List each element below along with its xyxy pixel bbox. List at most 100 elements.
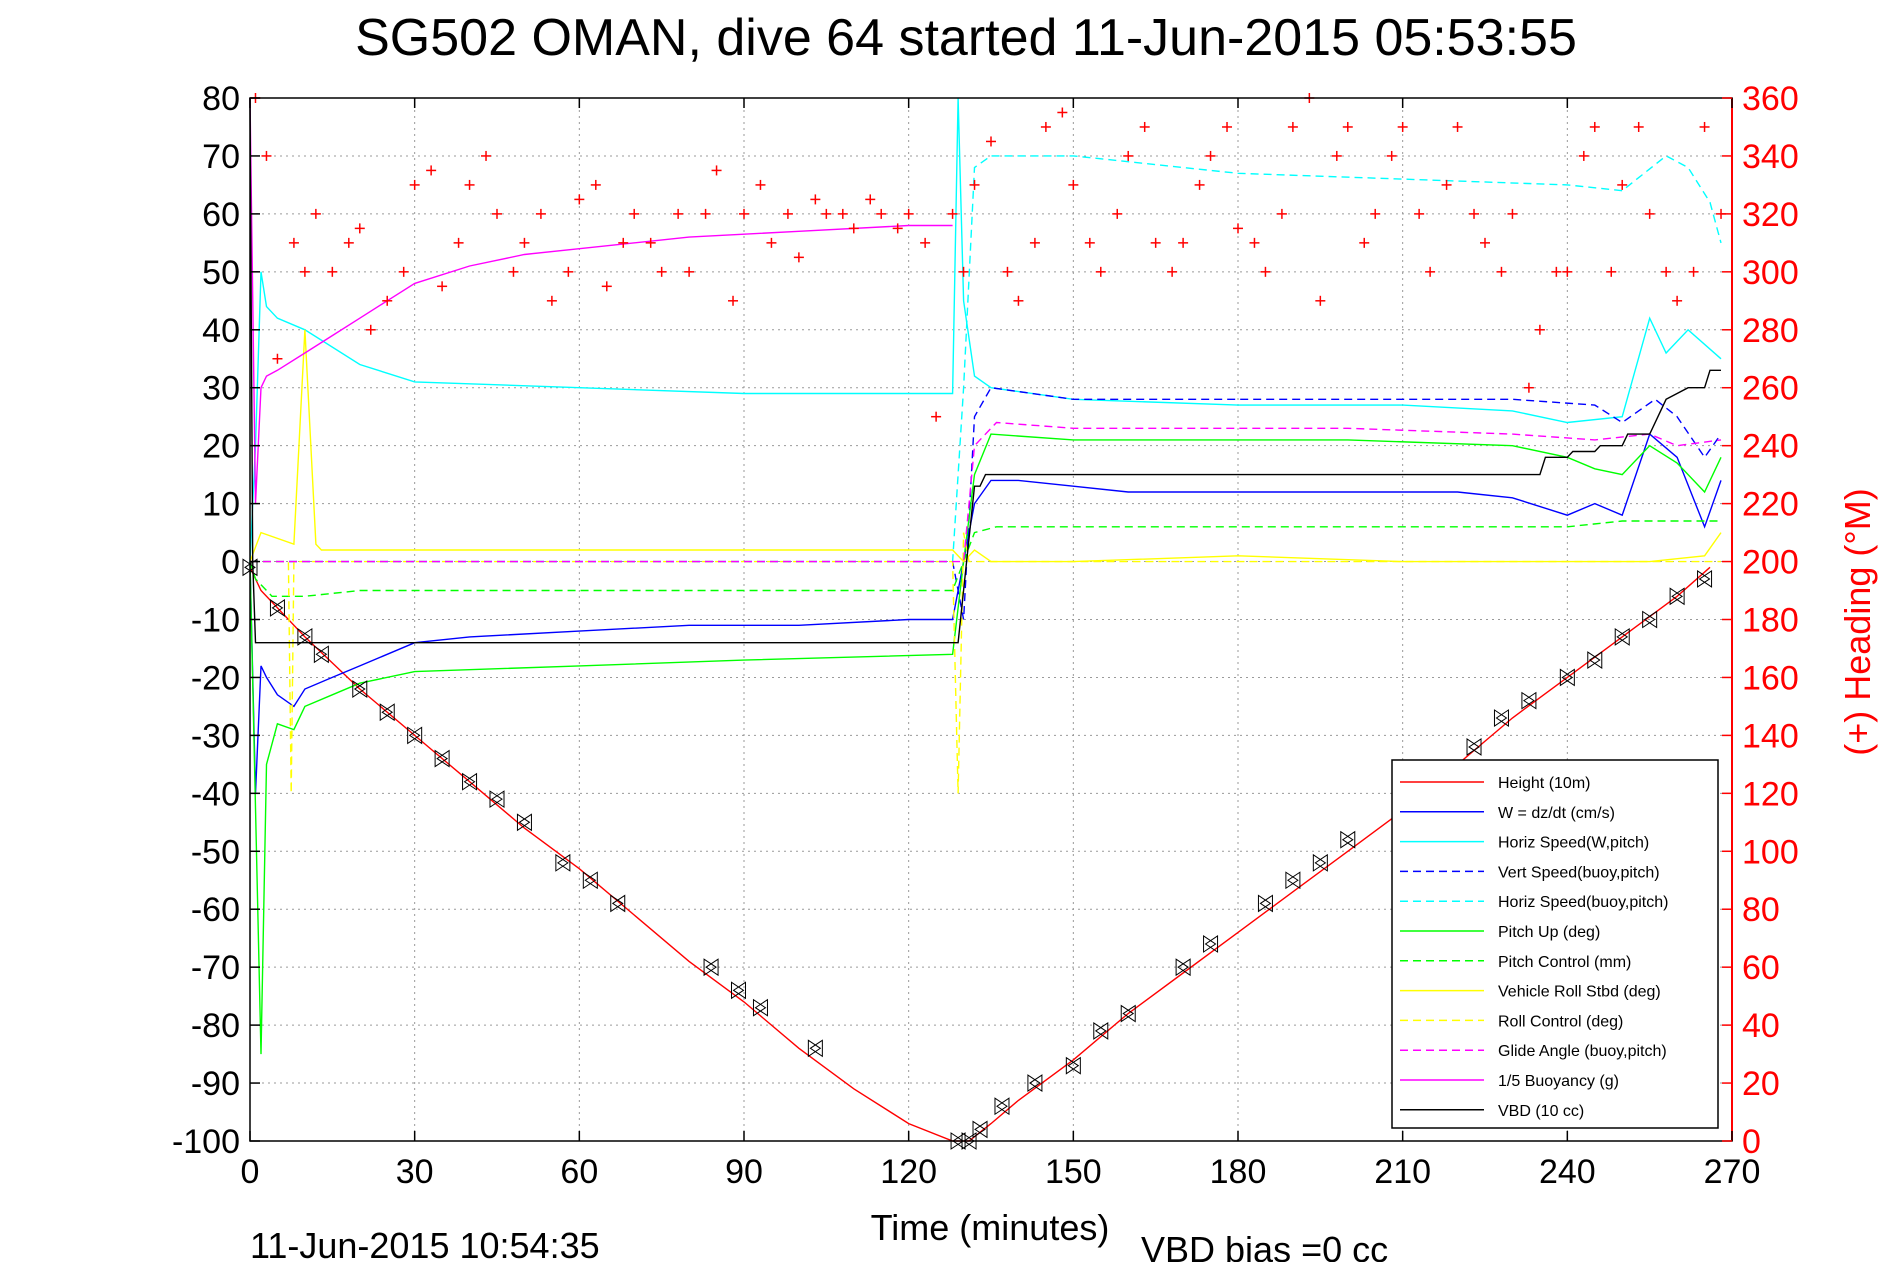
depth-marker bbox=[1559, 668, 1575, 687]
right-axis-label: (+) Heading (°M) bbox=[1837, 488, 1878, 755]
legend-label: Horiz Speed(buoy,pitch) bbox=[1498, 894, 1668, 911]
heading-mark bbox=[1633, 121, 1644, 132]
depth-marker bbox=[807, 1039, 823, 1058]
heading-mark bbox=[343, 237, 354, 248]
right-tick-label: 260 bbox=[1742, 370, 1799, 408]
heading-mark bbox=[1150, 237, 1161, 248]
heading-mark bbox=[1095, 266, 1106, 277]
heading-mark bbox=[1672, 295, 1683, 306]
legend-label: Pitch Control (mm) bbox=[1498, 954, 1631, 971]
depth-marker bbox=[1093, 1021, 1109, 1040]
heading-mark bbox=[969, 179, 980, 190]
heading-mark bbox=[1617, 179, 1628, 190]
heading-mark bbox=[1167, 266, 1178, 277]
heading-mark bbox=[519, 237, 530, 248]
heading-mark bbox=[1249, 237, 1260, 248]
heading-mark bbox=[365, 324, 376, 335]
heading-mark bbox=[700, 208, 711, 219]
heading-mark bbox=[920, 237, 931, 248]
heading-mark bbox=[1040, 121, 1051, 132]
y-tick-label: 0 bbox=[221, 544, 240, 582]
depth-marker bbox=[489, 790, 505, 809]
heading-mark bbox=[876, 208, 887, 219]
right-tick-label: 200 bbox=[1742, 544, 1799, 582]
heading-mark bbox=[958, 266, 969, 277]
heading-mark bbox=[1551, 266, 1562, 277]
depth-marker bbox=[269, 598, 285, 617]
heading-mark bbox=[426, 165, 437, 176]
right-tick-label: 180 bbox=[1742, 602, 1799, 640]
series-line-3 bbox=[250, 386, 1722, 620]
heading-mark bbox=[1002, 266, 1013, 277]
heading-mark bbox=[865, 194, 876, 205]
heading-mark bbox=[1370, 208, 1381, 219]
depth-marker bbox=[1340, 830, 1356, 849]
series-group bbox=[249, 97, 1722, 1142]
y-tick-label: -80 bbox=[191, 1007, 240, 1045]
heading-mark bbox=[563, 266, 574, 277]
x-tick-label: 150 bbox=[1045, 1153, 1102, 1191]
right-tick-label: 240 bbox=[1742, 428, 1799, 466]
right-tick-label: 40 bbox=[1742, 1007, 1780, 1045]
x-tick-label: 210 bbox=[1374, 1153, 1431, 1191]
legend-label: Height (10m) bbox=[1498, 775, 1590, 792]
legend-item: 1/5 Buoyancy (g) bbox=[1400, 1073, 1619, 1090]
depth-marker bbox=[1312, 853, 1328, 872]
depth-marker bbox=[1285, 871, 1301, 890]
depth-marker bbox=[555, 853, 571, 872]
right-axis-ticks: 0 20 40 60 80 100 120 140 160 180 200 220 240 260 280 3… bbox=[1722, 80, 1799, 1161]
heading-mark bbox=[464, 179, 475, 190]
legend-item: Pitch Control (mm) bbox=[1400, 954, 1631, 971]
heading-mark bbox=[535, 208, 546, 219]
legend-label: Vehicle Roll Stbd (deg) bbox=[1498, 984, 1661, 1001]
heading-mark bbox=[1057, 107, 1068, 118]
heading-mark bbox=[1084, 237, 1095, 248]
heading-mark bbox=[453, 237, 464, 248]
depth-marker bbox=[1697, 570, 1713, 588]
right-tick-label: 320 bbox=[1742, 196, 1799, 234]
x-tick-label: 90 bbox=[725, 1153, 763, 1191]
legend-label: W = dz/dt (cm/s) bbox=[1498, 805, 1615, 822]
legend-item: Glide Angle (buoy,pitch) bbox=[1400, 1043, 1667, 1060]
heading-mark bbox=[903, 208, 914, 219]
heading-mark bbox=[1496, 266, 1507, 277]
heading-mark bbox=[892, 223, 903, 234]
heading-marks bbox=[250, 93, 1727, 422]
heading-mark bbox=[782, 208, 793, 219]
heading-mark bbox=[272, 353, 283, 364]
y-tick-label: -90 bbox=[191, 1065, 240, 1103]
series-line-11 bbox=[249, 97, 1721, 644]
heading-mark bbox=[1397, 121, 1408, 132]
heading-mark bbox=[1452, 121, 1463, 132]
y-tick-label: 50 bbox=[202, 254, 240, 292]
depth-marker bbox=[752, 998, 768, 1017]
y-tick-label: 70 bbox=[202, 138, 240, 176]
heading-mark bbox=[1331, 150, 1342, 161]
legend-item: Vert Speed(buoy,pitch) bbox=[1400, 864, 1660, 881]
heading-mark bbox=[546, 295, 557, 306]
depth-marker bbox=[1521, 691, 1537, 710]
depth-marker bbox=[434, 749, 450, 768]
depth-marker bbox=[242, 558, 258, 577]
heading-mark bbox=[288, 237, 299, 248]
heading-mark bbox=[1688, 266, 1699, 277]
heading-mark bbox=[821, 208, 832, 219]
heading-mark bbox=[618, 237, 629, 248]
footer-timestamp: 11-Jun-2015 10:54:35 bbox=[250, 1225, 600, 1262]
depth-marker bbox=[516, 813, 532, 832]
legend-label: Glide Angle (buoy,pitch) bbox=[1498, 1043, 1667, 1060]
x-tick-label: 180 bbox=[1210, 1153, 1267, 1191]
series-line-1 bbox=[249, 432, 1722, 794]
series-line-9 bbox=[250, 421, 1722, 563]
x-tick-label: 0 bbox=[241, 1153, 260, 1191]
depth-marker bbox=[407, 726, 423, 745]
heading-mark bbox=[1699, 121, 1710, 132]
legend-item: VBD (10 cc) bbox=[1400, 1103, 1584, 1120]
heading-mark bbox=[601, 281, 612, 292]
series-line-8 bbox=[250, 532, 1721, 794]
heading-mark bbox=[398, 266, 409, 277]
legend-label: VBD (10 cc) bbox=[1498, 1103, 1584, 1120]
heading-mark bbox=[1178, 237, 1189, 248]
heading-mark bbox=[1589, 121, 1600, 132]
heading-mark bbox=[382, 295, 393, 306]
